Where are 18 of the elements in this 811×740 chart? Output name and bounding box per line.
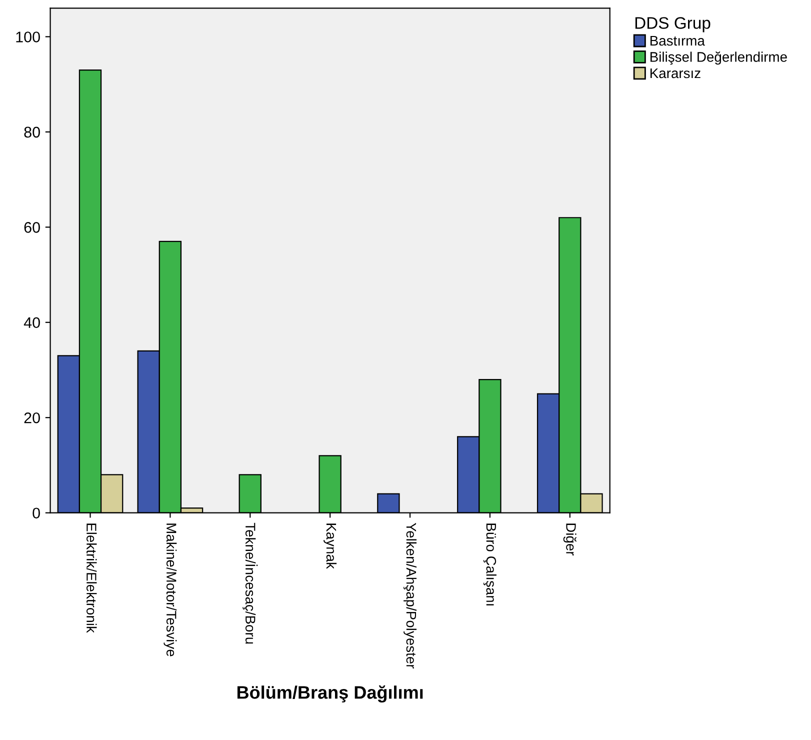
legend-title: DDS Grup [635, 17, 710, 32]
legend-label: Bilişsel Değerlendirme [650, 52, 787, 65]
legend-label: Bastırma [650, 36, 705, 46]
legend-label: Kararsız [650, 68, 700, 78]
y-tick-label: 40 [24, 317, 40, 328]
y-tick-label: 20 [24, 412, 40, 424]
x-axis-title: Bölüm/Branş Dağılımı [237, 685, 423, 702]
x-tick-label: Diğer [563, 524, 576, 556]
x-tick-label: Yelken/Ahşap/Polyester [404, 522, 417, 669]
x-tick-label: Elektrik/Elektronik [86, 524, 97, 633]
x-tick-label: Tekne/İncesaç/Boru [242, 522, 258, 644]
x-tick-label: Kaynak [324, 524, 337, 569]
y-tick-label: 60 [24, 222, 40, 233]
y-tick-label: 0 [32, 508, 40, 519]
y-tick-label: 80 [24, 126, 40, 138]
x-tick-label: Makine/Motor/Tesviye [164, 524, 177, 656]
x-tick-label: Büro Çalışanı [483, 524, 496, 606]
y-tick-label: 100 [16, 32, 40, 42]
